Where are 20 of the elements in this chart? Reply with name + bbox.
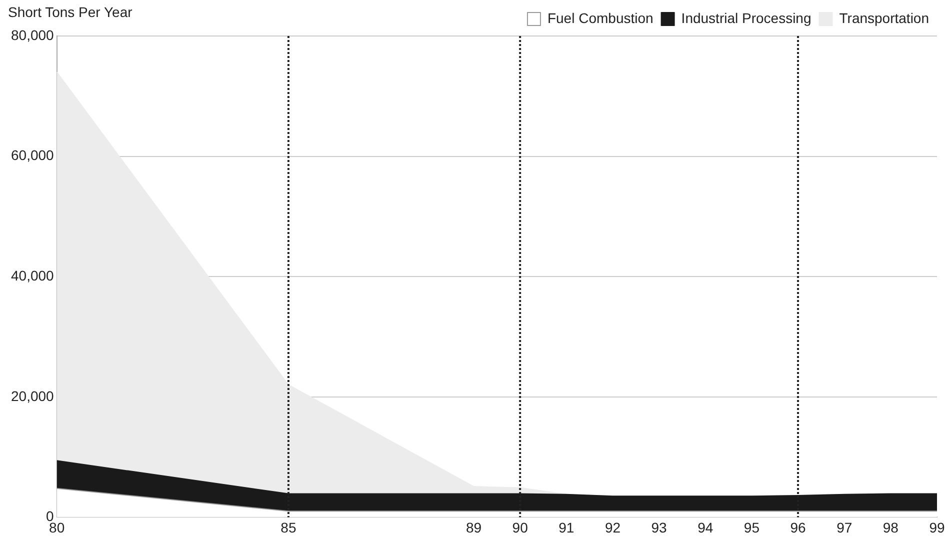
x-tick-label: 90 [512,519,528,536]
y-tick-label: 20,000 [10,388,54,404]
x-tick-label: 89 [466,519,482,536]
x-tick-label: 97 [836,519,852,536]
x-tick-label: 98 [882,519,899,536]
legend-label: Fuel Combustion [547,10,654,26]
x-tick-label: 92 [604,519,621,536]
y-tick-label: 40,000 [10,267,54,284]
x-tick-label: 85 [280,519,296,536]
y-axis-title: Short Tons Per Year [8,4,133,20]
x-tick-label: 94 [698,519,714,536]
legend-label: Industrial Processing [681,10,812,26]
x-tick-label: 96 [790,519,806,536]
x-tick-label: 95 [744,519,760,536]
y-tick-label: 60,000 [10,147,54,164]
y-tick-label: 80,000 [10,26,54,43]
x-tick-label: 91 [558,519,574,536]
x-tick-label: 99 [929,519,945,536]
legend-label: Transportation [839,10,929,26]
x-tick-label: 93 [651,519,668,536]
